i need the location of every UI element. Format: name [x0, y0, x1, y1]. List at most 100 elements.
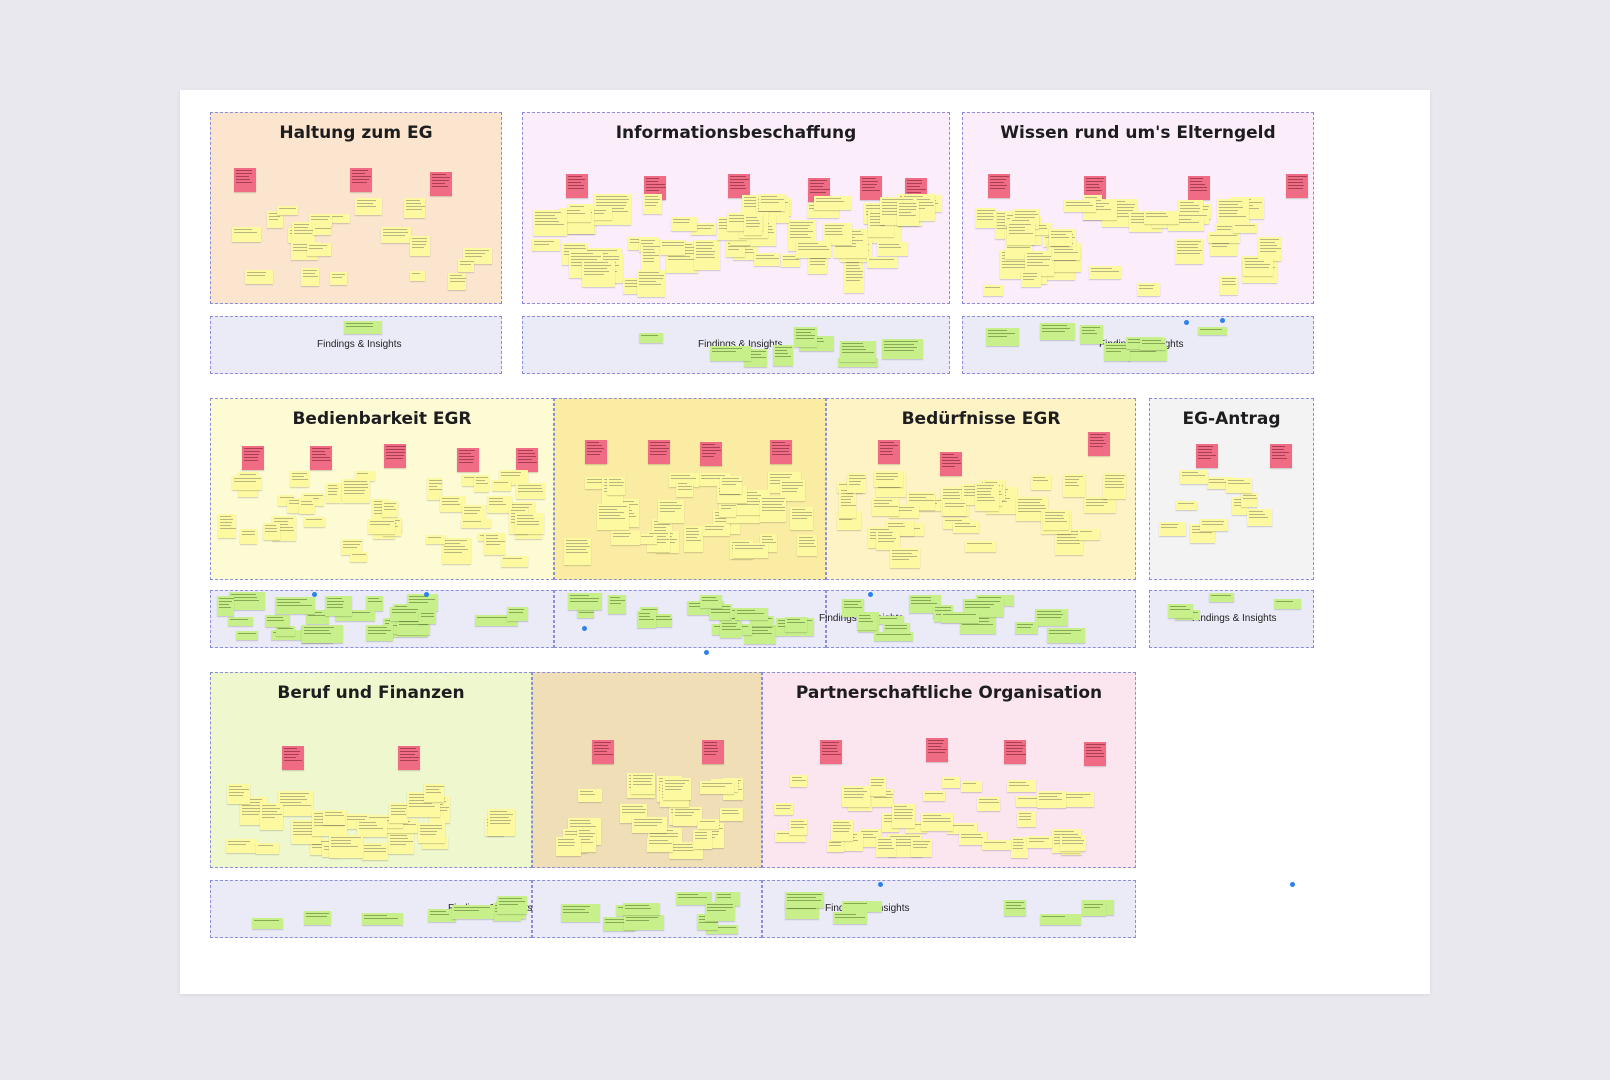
quote-sticky-note[interactable]: [277, 206, 298, 215]
problem-sticky-note[interactable]: [940, 452, 962, 476]
quote-sticky-note[interactable]: [676, 481, 693, 497]
insight-sticky-note[interactable]: [507, 607, 528, 621]
insight-sticky-note[interactable]: [265, 615, 290, 627]
quote-sticky-note[interactable]: [720, 808, 743, 821]
insight-sticky-note[interactable]: [878, 616, 904, 624]
quote-sticky-note[interactable]: [890, 548, 920, 568]
quote-sticky-note[interactable]: [597, 504, 629, 530]
problem-sticky-note[interactable]: [702, 740, 724, 764]
quote-sticky-note[interactable]: [232, 227, 261, 242]
quote-sticky-note[interactable]: [831, 820, 853, 841]
quote-sticky-note[interactable]: [350, 552, 367, 562]
quote-sticky-note[interactable]: [292, 222, 315, 244]
quote-sticky-note[interactable]: [797, 535, 817, 556]
insight-sticky-note[interactable]: [419, 611, 436, 624]
quote-sticky-note[interactable]: [796, 241, 831, 258]
quote-sticky-note[interactable]: [382, 501, 398, 517]
quote-sticky-note[interactable]: [355, 198, 382, 215]
quote-sticky-note[interactable]: [641, 244, 660, 273]
quote-sticky-note[interactable]: [304, 517, 325, 527]
insight-sticky-note[interactable]: [735, 608, 768, 620]
insight-sticky-note[interactable]: [785, 892, 824, 908]
problem-sticky-note[interactable]: [242, 446, 264, 470]
insight-sticky-note[interactable]: [842, 901, 882, 912]
quote-sticky-note[interactable]: [1063, 474, 1085, 497]
insight-sticky-note[interactable]: [452, 905, 494, 919]
quote-sticky-note[interactable]: [389, 803, 408, 823]
quote-sticky-note[interactable]: [953, 521, 979, 533]
insight-sticky-note[interactable]: [700, 595, 722, 608]
quote-sticky-note[interactable]: [790, 775, 807, 787]
quote-sticky-note[interactable]: [733, 543, 768, 558]
quote-sticky-note[interactable]: [965, 541, 996, 552]
quote-sticky-note[interactable]: [1137, 283, 1160, 296]
quote-sticky-note[interactable]: [781, 254, 800, 267]
quote-sticky-note[interactable]: [1021, 271, 1041, 287]
insight-sticky-note[interactable]: [705, 902, 735, 921]
quote-sticky-note[interactable]: [643, 194, 662, 214]
quote-sticky-note[interactable]: [357, 820, 387, 837]
quote-sticky-note[interactable]: [1243, 259, 1273, 276]
quote-sticky-note[interactable]: [632, 817, 667, 833]
quote-sticky-note[interactable]: [256, 843, 279, 854]
insight-sticky-note[interactable]: [639, 333, 663, 343]
insight-sticky-note[interactable]: [744, 625, 776, 644]
quote-sticky-note[interactable]: [1247, 509, 1272, 526]
quote-sticky-note[interactable]: [1180, 470, 1208, 484]
quote-sticky-note[interactable]: [245, 270, 273, 284]
quote-sticky-note[interactable]: [1043, 510, 1069, 530]
problem-sticky-note[interactable]: [384, 444, 406, 468]
quote-sticky-note[interactable]: [362, 843, 388, 860]
problem-sticky-note[interactable]: [310, 446, 332, 470]
quote-sticky-note[interactable]: [424, 784, 444, 802]
quote-sticky-note[interactable]: [577, 828, 596, 852]
insight-sticky-note[interactable]: [1168, 604, 1193, 618]
whiteboard-canvas[interactable]: Haltung zum EG Informationsbeschaffung W…: [180, 90, 1430, 994]
quote-sticky-note[interactable]: [975, 208, 996, 228]
quote-sticky-note[interactable]: [323, 810, 345, 825]
quote-sticky-note[interactable]: [290, 471, 309, 487]
quote-sticky-note[interactable]: [671, 217, 697, 231]
problem-sticky-note[interactable]: [700, 442, 722, 466]
quote-sticky-note[interactable]: [780, 480, 805, 501]
quote-sticky-note[interactable]: [381, 227, 411, 243]
quote-sticky-note[interactable]: [407, 792, 440, 817]
quote-sticky-note[interactable]: [876, 530, 900, 550]
problem-sticky-note[interactable]: [592, 740, 614, 764]
problem-sticky-note[interactable]: [988, 174, 1010, 198]
quote-sticky-note[interactable]: [1217, 199, 1249, 227]
insight-sticky-note[interactable]: [1082, 902, 1106, 916]
quote-sticky-note[interactable]: [977, 797, 1000, 811]
insight-sticky-note[interactable]: [1040, 323, 1075, 340]
quote-sticky-note[interactable]: [368, 519, 395, 534]
quote-sticky-note[interactable]: [442, 538, 471, 564]
quote-sticky-note[interactable]: [983, 285, 1003, 296]
quote-sticky-note[interactable]: [639, 534, 657, 544]
quote-sticky-note[interactable]: [260, 803, 283, 830]
insight-sticky-note[interactable]: [1274, 599, 1301, 609]
quote-sticky-note[interactable]: [673, 807, 702, 826]
quote-sticky-note[interactable]: [516, 483, 545, 499]
quote-sticky-note[interactable]: [533, 210, 567, 236]
quote-sticky-note[interactable]: [227, 784, 250, 804]
insight-sticky-note[interactable]: [1080, 325, 1103, 344]
quote-sticky-note[interactable]: [267, 211, 283, 228]
insight-sticky-note[interactable]: [1140, 338, 1166, 350]
quote-sticky-note[interactable]: [744, 215, 762, 235]
problem-sticky-note[interactable]: [1188, 176, 1210, 200]
quote-sticky-note[interactable]: [1103, 473, 1126, 499]
problem-sticky-note[interactable]: [1286, 174, 1308, 198]
insight-sticky-note[interactable]: [362, 913, 403, 925]
quote-sticky-note[interactable]: [923, 791, 945, 801]
insight-sticky-note[interactable]: [941, 612, 979, 623]
quote-sticky-note[interactable]: [1241, 493, 1258, 507]
quote-sticky-note[interactable]: [329, 835, 363, 858]
insight-sticky-note[interactable]: [1047, 628, 1085, 643]
quote-sticky-note[interactable]: [1078, 529, 1100, 540]
quote-sticky-note[interactable]: [484, 533, 505, 555]
quote-sticky-note[interactable]: [905, 822, 927, 833]
problem-sticky-note[interactable]: [926, 738, 948, 762]
quote-sticky-note[interactable]: [388, 830, 414, 854]
quote-sticky-note[interactable]: [759, 194, 785, 211]
quote-sticky-note[interactable]: [278, 791, 313, 816]
